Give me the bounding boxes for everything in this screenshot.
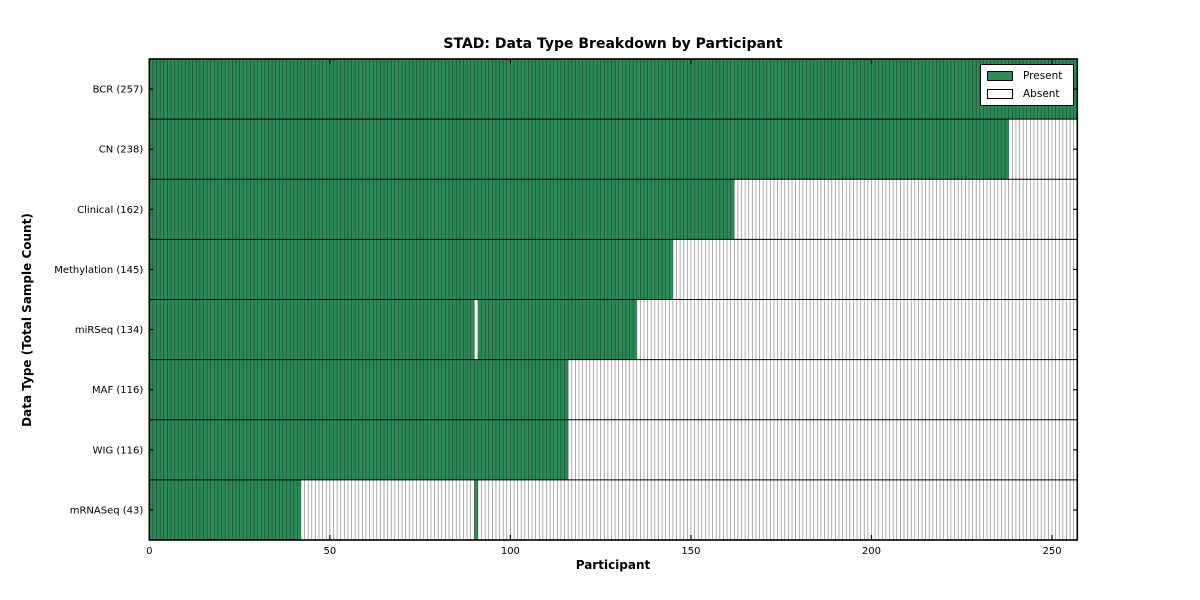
legend-label-absent: Absent: [1023, 88, 1060, 100]
present-segment-mRNASeq: [149, 479, 301, 540]
present-segment-BCR: [149, 59, 1078, 120]
x-tick-label: 50: [323, 546, 336, 557]
x-tick-labels: 0 50 100 150 200 250: [146, 546, 1061, 557]
chart-title: STAD: Data Type Breakdown by Participant: [443, 36, 783, 52]
x-tick-label: 250: [1042, 546, 1061, 557]
legend-label-present: Present: [1023, 70, 1063, 82]
present-segment-WIG: [149, 419, 569, 480]
y-tick-label-WIG: WIG (116): [93, 445, 144, 456]
absent-swatch: [987, 89, 1013, 99]
y-tick-label-CN: CN (238): [99, 145, 144, 156]
x-tick-label: 100: [501, 546, 520, 557]
present-segments: [149, 59, 1078, 540]
present-segment-Clinical: [149, 179, 735, 240]
y-tick-label-Clinical: Clinical (162): [77, 205, 143, 216]
legend-item-present: Present: [987, 69, 1067, 83]
present-segment-miRSeq: [149, 299, 475, 360]
present-swatch: [987, 71, 1013, 81]
y-tick-label-BCR: BCR (257): [93, 85, 144, 96]
y-tick-label-mRNASeq: mRNASeq (43): [70, 505, 144, 516]
present-segment-mRNASeq: [474, 479, 478, 540]
present-segment-MAF: [149, 359, 569, 420]
plot-border: [148, 58, 1079, 541]
legend: Present Absent: [980, 64, 1074, 106]
x-axis-label: Participant: [575, 558, 651, 572]
legend-item-absent: Absent: [987, 87, 1067, 101]
row-separators: [149, 118, 1078, 481]
present-segment-CN: [149, 119, 1009, 180]
y-tick-label-Methylation: Methylation (145): [54, 265, 143, 276]
x-tick-label: 150: [681, 546, 700, 557]
row-labels: BCR (257) CN (238) Clinical (162) Methylati…: [54, 85, 143, 517]
x-tick-label: 0: [146, 546, 152, 557]
x-tick-label: 200: [862, 546, 881, 557]
present-segment-miRSeq: [477, 299, 637, 360]
present-segment-Methylation: [149, 239, 673, 300]
y-tick-label-miRSeq: miRSeq (134): [75, 325, 143, 336]
y-tick-label-MAF: MAF (116): [92, 385, 143, 396]
